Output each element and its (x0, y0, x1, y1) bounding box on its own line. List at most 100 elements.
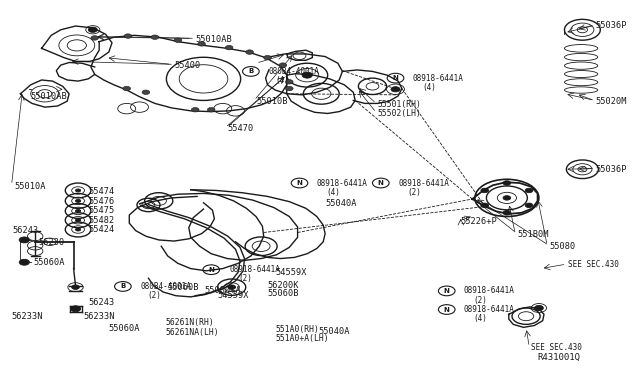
Text: 55502(LH): 55502(LH) (378, 109, 422, 118)
Circle shape (503, 181, 511, 185)
Text: 080B4-4001A: 080B4-4001A (141, 282, 191, 291)
Text: 55010A: 55010A (14, 182, 45, 190)
Circle shape (391, 87, 400, 92)
Text: 56261N(RH): 56261N(RH) (165, 318, 214, 327)
Text: 551A0+A(LH): 551A0+A(LH) (275, 334, 329, 343)
Circle shape (76, 199, 81, 202)
Text: 55060A: 55060A (109, 324, 140, 333)
Text: 55475: 55475 (88, 206, 115, 215)
Text: 55036P: 55036P (595, 21, 627, 30)
Text: 55060B: 55060B (168, 283, 199, 292)
Text: N: N (296, 180, 303, 186)
Circle shape (174, 38, 182, 42)
Text: 08918-6441A: 08918-6441A (317, 179, 367, 187)
Circle shape (302, 72, 312, 78)
Text: 55040A: 55040A (325, 199, 356, 208)
Text: 54559X: 54559X (218, 291, 249, 300)
Circle shape (228, 285, 236, 289)
Circle shape (264, 55, 271, 60)
Circle shape (503, 211, 511, 215)
Text: 55400: 55400 (174, 61, 200, 70)
Text: 55424: 55424 (88, 225, 115, 234)
Text: 55010AB: 55010AB (195, 35, 232, 44)
Text: 56261NA(LH): 56261NA(LH) (165, 328, 219, 337)
Text: 56233N: 56233N (83, 312, 115, 321)
Text: N: N (444, 307, 450, 312)
Circle shape (279, 63, 287, 67)
Text: SEE SEC.430: SEE SEC.430 (568, 260, 619, 269)
Text: N: N (208, 267, 214, 273)
Text: 08918-6441A: 08918-6441A (398, 179, 449, 187)
Circle shape (198, 42, 205, 46)
Text: (4): (4) (422, 83, 436, 92)
Text: (4): (4) (474, 314, 488, 323)
Text: 55036P: 55036P (595, 165, 627, 174)
Circle shape (246, 50, 253, 54)
Circle shape (481, 203, 488, 208)
Circle shape (142, 90, 150, 94)
Circle shape (534, 305, 543, 311)
Text: (4): (4) (275, 76, 289, 85)
Text: N: N (378, 180, 384, 186)
Text: N: N (444, 288, 450, 294)
Circle shape (70, 306, 81, 312)
Circle shape (525, 188, 533, 193)
Circle shape (76, 209, 81, 212)
Text: 55060A: 55060A (33, 258, 65, 267)
Text: 55476: 55476 (88, 197, 115, 206)
Circle shape (285, 86, 293, 91)
Circle shape (19, 237, 29, 243)
Circle shape (207, 108, 215, 112)
Text: 08918-6441A: 08918-6441A (229, 265, 280, 274)
Text: 55040A: 55040A (319, 327, 350, 336)
Text: 55010AB: 55010AB (31, 92, 67, 101)
Circle shape (76, 219, 81, 222)
Text: (2): (2) (408, 188, 422, 197)
Text: N: N (392, 75, 399, 81)
Circle shape (76, 189, 81, 192)
Circle shape (123, 86, 131, 91)
Text: 55482: 55482 (88, 216, 115, 225)
Text: 55080+A: 55080+A (205, 286, 241, 295)
Text: R431001Q: R431001Q (538, 353, 580, 362)
Text: 56230: 56230 (38, 238, 65, 247)
Circle shape (151, 35, 159, 39)
Text: (2): (2) (239, 275, 253, 283)
Text: 080B4-4001A: 080B4-4001A (269, 67, 319, 76)
Circle shape (72, 285, 79, 289)
Text: 08918-6441A: 08918-6441A (464, 305, 515, 314)
Circle shape (285, 80, 293, 84)
Text: 55470: 55470 (227, 124, 253, 133)
Circle shape (481, 188, 488, 193)
Text: 551B0M: 551B0M (517, 230, 548, 239)
Text: 56200K: 56200K (268, 281, 299, 290)
Text: 56243: 56243 (88, 298, 115, 307)
Text: (2): (2) (147, 291, 161, 300)
Text: 56233N: 56233N (12, 312, 43, 321)
Text: 551A0(RH): 551A0(RH) (275, 325, 319, 334)
Circle shape (191, 108, 199, 112)
Text: B: B (120, 283, 125, 289)
Text: 54559X: 54559X (275, 268, 307, 277)
Circle shape (225, 45, 233, 50)
Text: 08918-6441A: 08918-6441A (413, 74, 463, 83)
Text: 56243: 56243 (13, 226, 39, 235)
Text: 55020M: 55020M (595, 97, 627, 106)
Circle shape (88, 27, 97, 32)
Text: 55060B: 55060B (268, 289, 299, 298)
Circle shape (19, 259, 29, 265)
Circle shape (124, 34, 132, 38)
Text: B: B (248, 68, 253, 74)
Text: (2): (2) (474, 296, 488, 305)
Text: 55501(RH): 55501(RH) (378, 100, 422, 109)
Circle shape (91, 36, 99, 40)
Circle shape (525, 203, 533, 208)
Circle shape (503, 196, 511, 200)
Text: 55080: 55080 (549, 242, 575, 251)
Circle shape (76, 228, 81, 231)
Text: (4): (4) (326, 188, 340, 197)
Text: 55010B: 55010B (256, 97, 287, 106)
Text: SEE SEC.430: SEE SEC.430 (531, 343, 582, 352)
Text: 08918-6441A: 08918-6441A (464, 286, 515, 295)
Text: 55474: 55474 (88, 187, 115, 196)
